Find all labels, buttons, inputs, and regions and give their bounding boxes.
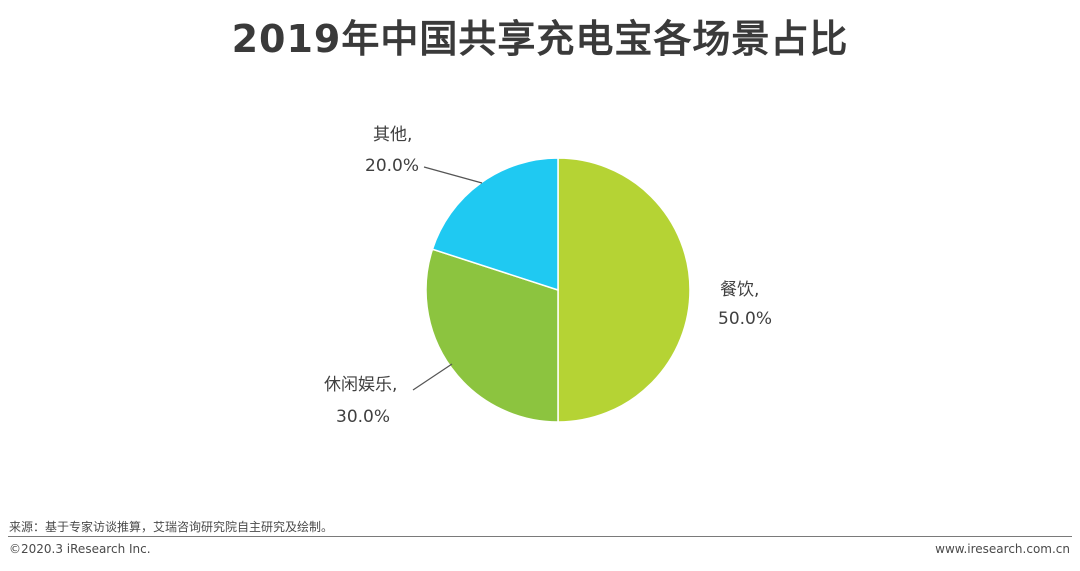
chart-title: 2019年中国共享充电宝各场景占比	[231, 17, 849, 61]
slice-name-label-2: 休闲娱乐,	[324, 375, 397, 395]
slice-value-label-3: 20.0%	[365, 156, 419, 176]
source-note: 来源：基于专家访谈推算，艾瑞咨询研究院自主研究及绘制。	[9, 520, 334, 534]
footer-divider	[8, 536, 1072, 537]
leader-line-3	[423, 166, 483, 184]
website-text: www.iresearch.com.cn	[935, 542, 1070, 556]
slice-name-label-3: 其他,	[373, 125, 412, 145]
leader-line-2	[412, 363, 453, 391]
slice-labels: 餐饮, 50.0% 休闲娱乐, 30.0% 其他, 20.0%	[324, 125, 772, 427]
pie-slice-1	[557, 157, 691, 423]
pie-slice-2	[425, 248, 559, 423]
slice-name-label-1: 餐饮,	[720, 280, 759, 300]
copyright-text: ©2020.3 iResearch Inc.	[9, 542, 151, 556]
pie-slice-3	[431, 157, 559, 292]
slice-value-label-2: 30.0%	[336, 407, 390, 427]
pie-slices	[425, 157, 691, 423]
leader-lines	[412, 166, 483, 391]
slice-value-label-1: 50.0%	[718, 309, 772, 329]
